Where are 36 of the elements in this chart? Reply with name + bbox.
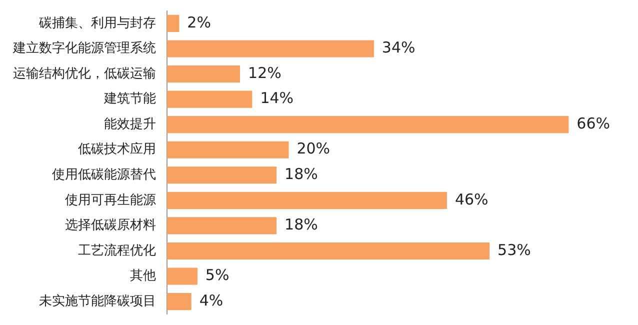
bar [167, 192, 447, 209]
bar [167, 242, 490, 260]
data-label: 46% [454, 190, 488, 208]
y-tick-label: 使用可再生能源 [65, 192, 156, 208]
bar [167, 141, 289, 158]
bar [167, 116, 569, 134]
data-label: 18% [284, 165, 318, 184]
bar [167, 40, 374, 58]
data-label: 66% [576, 114, 610, 132]
data-label: 2% [187, 13, 211, 32]
data-label: 34% [382, 38, 416, 57]
bar [167, 293, 192, 310]
y-tick-label: 建立数字化能源管理系统 [12, 40, 156, 56]
y-tick-label: 运输结构优化，低碳运输 [13, 66, 156, 82]
bar [167, 268, 198, 285]
y-tick-label: 使用低碳能源替代 [52, 168, 156, 183]
data-label: 14% [260, 89, 294, 108]
data-label: 5% [205, 266, 230, 284]
y-tick-label: 选择低碳原材料 [65, 218, 156, 234]
data-label: 12% [248, 64, 282, 82]
data-label: 20% [296, 140, 330, 158]
data-label: 18% [284, 216, 318, 234]
bar [167, 90, 252, 108]
bar [167, 217, 277, 234]
bar [167, 65, 240, 83]
y-tick-label: 未实施节能降碳项目 [39, 294, 156, 309]
data-label: 53% [498, 240, 531, 259]
y-tick-label: 建筑节能 [103, 92, 156, 107]
bar [167, 14, 180, 32]
y-tick-label: 工艺流程优化 [78, 242, 156, 258]
y-tick-label: 碳捕集、利用与封存 [38, 16, 156, 31]
y-tick-label: 低碳技术应用 [78, 141, 156, 158]
y-tick-label: 其他 [130, 268, 156, 284]
bar [167, 166, 277, 184]
y-tick-label: 能效提升 [104, 116, 156, 132]
data-label: 4% [199, 291, 224, 310]
